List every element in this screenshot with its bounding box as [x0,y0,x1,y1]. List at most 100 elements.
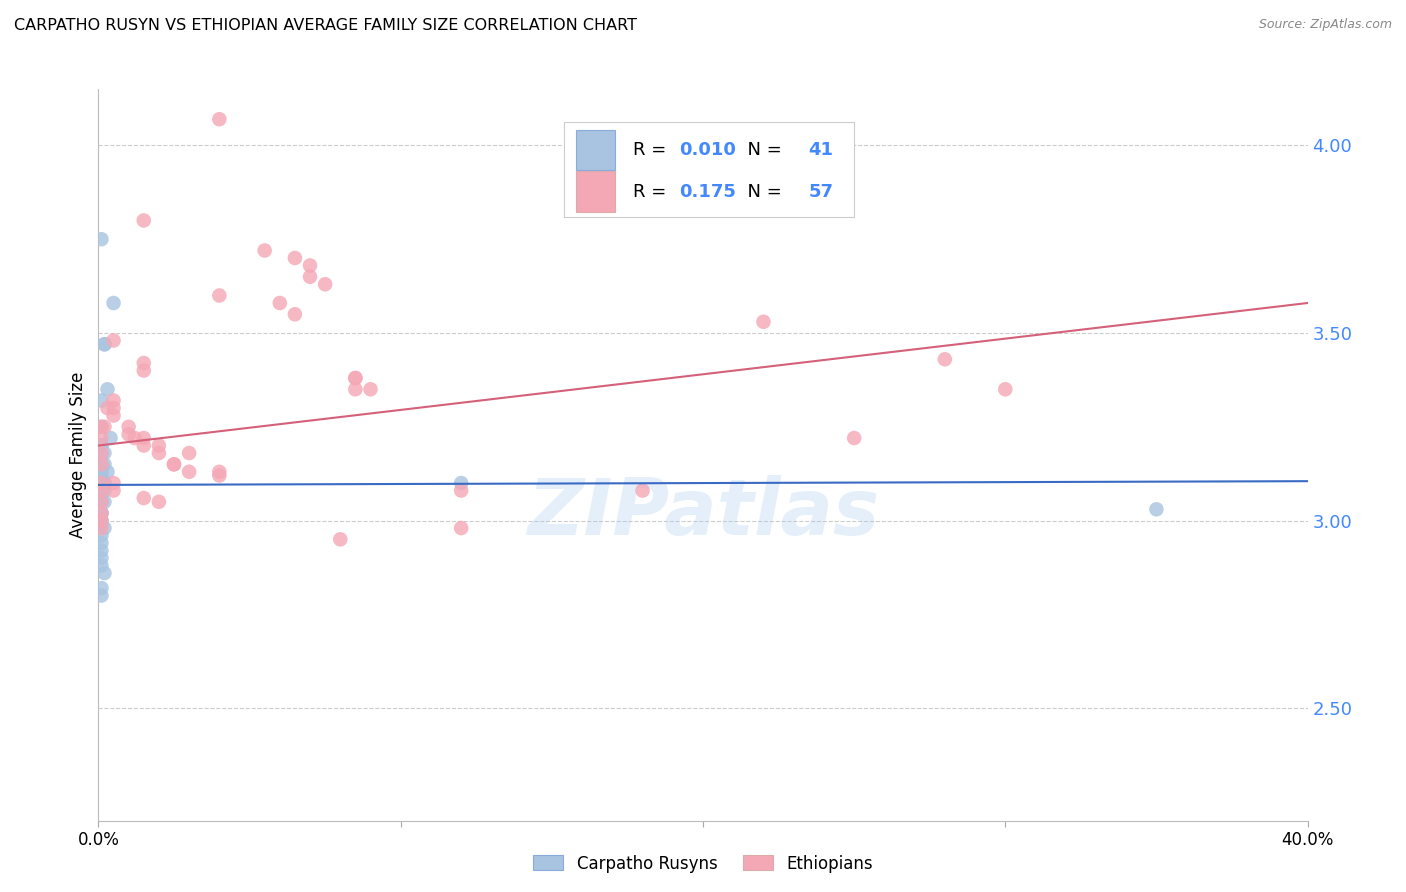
Point [90,495,112,509]
Point [90,232,112,246]
FancyBboxPatch shape [576,171,614,211]
Point [90,551,112,566]
Point [103,401,125,415]
Point [450,476,472,491]
Point [90,528,112,542]
Point [90,521,112,535]
Point [90,438,112,452]
Point [90,393,112,408]
Point [90,483,112,498]
Point [90,589,112,603]
Point [163,458,186,472]
Text: CARPATHO RUSYN VS ETHIOPIAN AVERAGE FAMILY SIZE CORRELATION CHART: CARPATHO RUSYN VS ETHIOPIAN AVERAGE FAMI… [14,18,637,33]
Text: R =: R = [633,141,672,159]
Point [90,514,112,528]
Point [93,337,115,351]
Point [844,431,866,445]
Point [90,495,112,509]
Point [360,382,382,396]
Point [93,419,115,434]
Point [299,259,322,273]
Point [90,446,112,460]
Point [299,269,322,284]
Point [103,296,125,310]
Point [93,476,115,491]
Point [994,382,1017,396]
Point [118,419,141,434]
Point [344,371,367,385]
Point [344,382,367,396]
Point [93,495,115,509]
Point [90,506,112,520]
Point [90,419,112,434]
Point [148,438,170,452]
Text: N =: N = [735,141,787,159]
Point [90,495,112,509]
Point [124,431,146,445]
Point [90,581,112,595]
Point [90,446,112,460]
Point [90,506,112,520]
Point [90,514,112,528]
Text: N =: N = [735,183,787,201]
Text: ZIPatlas: ZIPatlas [527,475,879,551]
Text: 0.175: 0.175 [679,183,735,201]
Text: 0.010: 0.010 [679,141,735,159]
Text: Source: ZipAtlas.com: Source: ZipAtlas.com [1258,18,1392,31]
FancyBboxPatch shape [564,122,855,218]
Point [284,251,307,265]
Text: 57: 57 [808,183,834,201]
Point [96,382,118,396]
Point [179,446,201,460]
Point [96,465,118,479]
Y-axis label: Average Family Size: Average Family Size [69,372,87,538]
Point [93,458,115,472]
Point [132,431,155,445]
Point [90,506,112,520]
Point [329,533,352,547]
Point [450,521,472,535]
Point [631,483,654,498]
Point [314,277,336,292]
Text: 41: 41 [808,141,834,159]
Point [90,438,112,452]
Point [132,213,155,227]
Point [93,337,115,351]
Point [1144,502,1167,516]
Point [132,363,155,377]
Point [103,334,125,348]
Point [93,476,115,491]
Point [90,536,112,550]
Point [284,307,307,321]
Point [93,446,115,460]
Point [93,483,115,498]
Point [118,427,141,442]
Point [148,446,170,460]
Point [253,244,276,258]
Point [90,419,112,434]
Point [103,476,125,491]
Point [90,558,112,573]
Point [90,431,112,445]
Point [179,465,201,479]
Point [93,521,115,535]
Point [208,288,231,302]
Point [752,315,775,329]
Point [208,465,231,479]
Point [269,296,291,310]
Point [344,371,367,385]
Point [90,517,112,532]
Point [90,543,112,558]
Point [148,495,170,509]
Point [90,514,112,528]
Point [103,483,125,498]
Point [90,476,112,491]
Point [132,438,155,452]
FancyBboxPatch shape [576,130,614,170]
Point [934,352,956,367]
Point [90,465,112,479]
Point [100,431,122,445]
Point [163,458,186,472]
Point [103,393,125,408]
Point [450,483,472,498]
